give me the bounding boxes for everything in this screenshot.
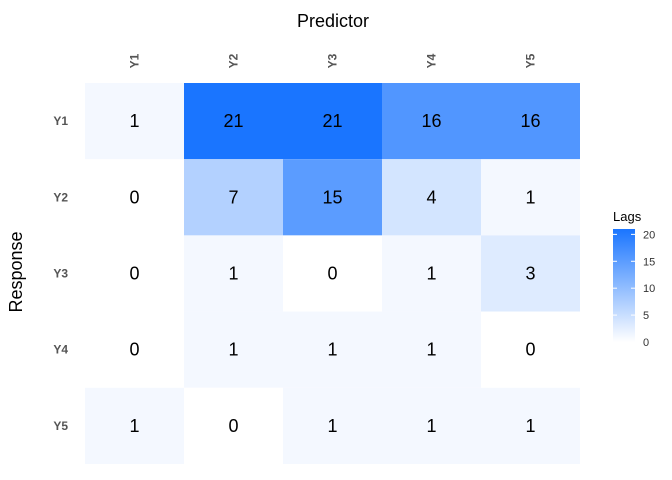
heatmap-cell (85, 235, 184, 312)
heatmap-cell (481, 83, 580, 160)
heatmap-cell (382, 159, 481, 236)
cell-value-label: 1 (129, 416, 139, 436)
legend-ticks: 0 5 10 15 20 (613, 229, 655, 349)
cell-value-label: 1 (327, 340, 337, 360)
y-tick-label: Y1 (53, 114, 68, 128)
x-tick-label: Y2 (227, 53, 241, 68)
heatmap-cell (184, 83, 283, 160)
y-tick-label: Y4 (53, 343, 68, 357)
legend-tick-label: 0 (643, 337, 649, 349)
y-axis-ticks: Y1 Y2 Y3 Y4 Y5 (53, 114, 68, 433)
cell-value-label: 1 (525, 187, 535, 207)
cell-value-label: 7 (228, 187, 238, 207)
heatmap-cell (382, 311, 481, 388)
cell-value-label: 3 (525, 264, 535, 284)
cell-value-label: 0 (129, 264, 139, 284)
heatmap-cell (283, 159, 382, 236)
heatmap-cell (481, 159, 580, 236)
cell-value-label: 15 (322, 187, 342, 207)
heatmap-cell (184, 311, 283, 388)
legend: Lags 0 5 10 15 20 (613, 209, 655, 349)
cell-value-label: 1 (426, 416, 436, 436)
x-tick-label: Y1 (128, 53, 142, 68)
heatmap-cell (283, 387, 382, 464)
y-axis-label: Response (6, 231, 26, 312)
heatmap-cell (481, 311, 580, 388)
cell-value-label: 1 (129, 111, 139, 131)
cell-value-label: 1 (327, 416, 337, 436)
heatmap-cells: 1 21 21 16 16 0 7 15 4 1 0 1 0 1 3 0 1 1 1 0 1 0 1 1 1 (85, 83, 580, 464)
heatmap-cell (85, 83, 184, 160)
heatmap-cell (382, 387, 481, 464)
cell-value-label: 0 (228, 416, 238, 436)
heatmap-cell (481, 235, 580, 312)
x-axis-ticks: Y1 Y2 Y3 Y4 Y5 (128, 53, 538, 68)
y-tick-label: Y2 (53, 190, 68, 204)
cell-value-label: 1 (228, 264, 238, 284)
heatmap-cell (382, 83, 481, 160)
heatmap-cell (283, 235, 382, 312)
legend-tick-label: 10 (643, 283, 655, 295)
heatmap-cell (184, 387, 283, 464)
heatmap-cell (85, 159, 184, 236)
legend-tick-label: 5 (643, 310, 649, 322)
cell-value-label: 0 (525, 340, 535, 360)
cell-value-label: 1 (426, 264, 436, 284)
heatmap-cell (184, 235, 283, 312)
cell-value-label: 21 (223, 111, 243, 131)
heatmap-cell (85, 387, 184, 464)
x-tick-label: Y4 (425, 53, 439, 68)
heatmap-cell (481, 387, 580, 464)
heatmap-cell (382, 235, 481, 312)
legend-colorbar (613, 229, 635, 342)
heatmap-cell (283, 311, 382, 388)
chart-title: Predictor (297, 11, 369, 31)
cell-value-label: 0 (129, 187, 139, 207)
legend-tick-label: 15 (643, 256, 655, 268)
cell-value-label: 0 (327, 264, 337, 284)
y-tick-label: Y3 (53, 267, 68, 281)
cell-value-label: 1 (426, 340, 436, 360)
cell-value-label: 1 (525, 416, 535, 436)
cell-value-label: 16 (421, 111, 441, 131)
heatmap-cell (283, 83, 382, 160)
heatmap-cell (85, 311, 184, 388)
legend-title: Lags (613, 209, 642, 224)
cell-value-label: 1 (228, 340, 238, 360)
legend-tick-label: 20 (643, 229, 655, 241)
x-tick-label: Y3 (326, 53, 340, 68)
cell-value-label: 16 (520, 111, 540, 131)
x-tick-label: Y5 (524, 53, 538, 68)
cell-value-label: 21 (322, 111, 342, 131)
cell-value-label: 0 (129, 340, 139, 360)
cell-value-label: 4 (426, 187, 436, 207)
heatmap-cell (184, 159, 283, 236)
y-tick-label: Y5 (53, 419, 68, 433)
